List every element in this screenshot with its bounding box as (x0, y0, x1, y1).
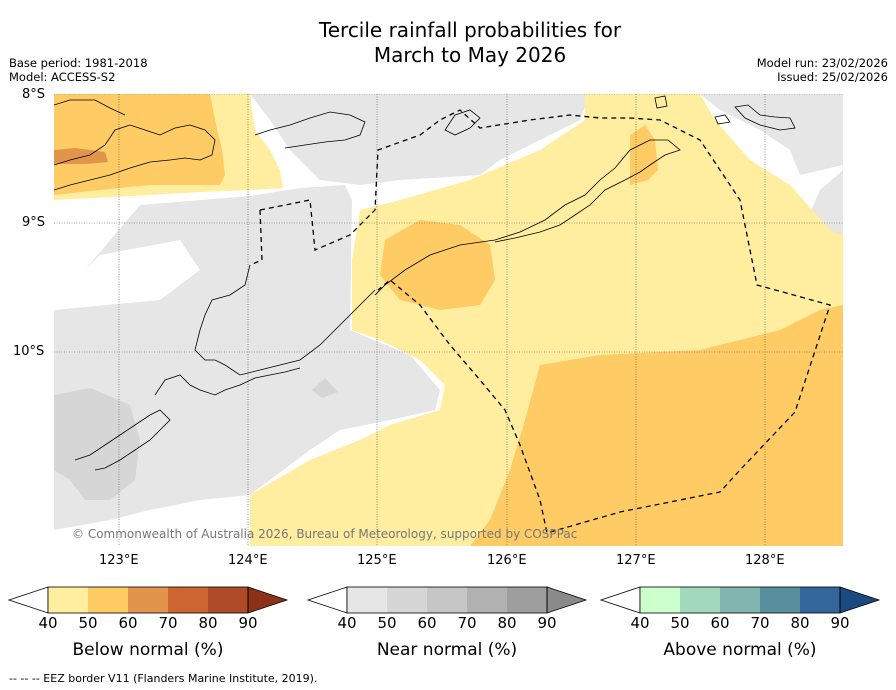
lon-label-124e: 124°E (228, 553, 268, 568)
cb-near-tick-60: 60 (417, 614, 437, 632)
colorbar-above-normal (599, 586, 881, 614)
meta-left: Base period: 1981-2018 Model: ACCESS-S2 (9, 56, 148, 84)
below-normal-50-60-blob (380, 220, 495, 310)
lat-label-10s: 10°S (13, 344, 45, 359)
cb-near-left-extend (306, 586, 348, 614)
sumba-coastline (154, 367, 301, 396)
coastlines (54, 95, 796, 471)
cb-near-tick-40: 40 (337, 614, 357, 632)
cb-near-segment-1 (387, 587, 427, 613)
cb-below-tick-80: 80 (198, 614, 218, 632)
cb-near-tick-80: 80 (497, 614, 517, 632)
cb-above-segment-1 (680, 587, 720, 613)
cb-near-frame (346, 586, 548, 614)
eez-border-west (249, 209, 263, 266)
cb-above-segment-4 (800, 587, 840, 613)
lon-label-123e: 123°E (99, 553, 139, 568)
small-island-ne-3 (714, 114, 731, 125)
base-period: Base period: 1981-2018 (9, 56, 148, 70)
cb-below-tick-70: 70 (158, 614, 178, 632)
cb-below-segment-1 (88, 587, 128, 613)
cb-above-segment-0 (640, 587, 680, 613)
model-run: Model run: 23/02/2026 (756, 56, 888, 70)
cb-near-segment-2 (427, 587, 467, 613)
north-coastline-2 (254, 111, 366, 149)
cb-near-tick-50: 50 (377, 614, 397, 632)
model-name: Model: ACCESS-S2 (9, 70, 116, 84)
cb-above-tick-50: 50 (670, 614, 690, 632)
cb-near-tick-90: 90 (537, 614, 557, 632)
lon-label-127e: 127°E (616, 553, 656, 568)
cb-below-title: Below normal (%) (72, 640, 224, 660)
colorbars-svg (7, 586, 881, 614)
cb-above-right-extend (839, 586, 881, 614)
cb-above-tick-90: 90 (830, 614, 850, 632)
cb-near-right-extend (546, 586, 588, 614)
near-normal-region-north (250, 94, 590, 185)
cb-near-segment-3 (467, 587, 507, 613)
cb-near-tick-70: 70 (457, 614, 477, 632)
cb-above-frame (639, 586, 841, 614)
cb-below-tick-60: 60 (118, 614, 138, 632)
cb-above-title: Above normal (%) (663, 640, 817, 660)
north-coastline-1 (54, 99, 126, 116)
small-island-ne-1 (654, 95, 668, 109)
grid (54, 94, 843, 546)
near-normal-region-west (54, 185, 440, 530)
cb-below-right-extend (247, 586, 289, 614)
southwest-island-coastline (74, 409, 171, 471)
cb-below-left-extend (7, 586, 49, 614)
colorbar-near-normal (306, 586, 588, 614)
cb-above-tick-40: 40 (630, 614, 650, 632)
eez-footer-note: -- -- -- EEZ border V11 (Flanders Marine… (9, 672, 318, 685)
cb-below-tick-40: 40 (38, 614, 58, 632)
wetar-coastline (444, 109, 481, 136)
below-normal-50-60-south (470, 305, 843, 546)
cb-near-segment-4 (507, 587, 547, 613)
northwest-island-coastline (54, 124, 216, 191)
cb-near-segment-0 (347, 587, 387, 613)
cb-below-frame (47, 586, 249, 614)
lon-label-125e: 125°E (357, 553, 397, 568)
lat-label-8s: 8°S (22, 87, 46, 102)
map-area (54, 94, 843, 546)
meta-right: Model run: 23/02/2026 Issued: 25/02/2026 (757, 56, 888, 84)
lon-label-126e: 126°E (487, 553, 527, 568)
cb-above-tick-70: 70 (750, 614, 770, 632)
cb-above-left-extend (599, 586, 641, 614)
below-normal-50-60-northwest (54, 94, 225, 195)
small-island-ne-2 (734, 104, 796, 131)
cb-above-segment-2 (720, 587, 760, 613)
cb-above-tick-80: 80 (790, 614, 810, 632)
title-line-1: Tercile rainfall probabilities for (318, 18, 622, 42)
near-normal-small-patch (312, 378, 338, 398)
timor-coastline (374, 139, 681, 296)
near-normal-region-darker (54, 388, 140, 500)
copyright-text: © Commonwealth of Australia 2026, Bureau… (72, 527, 578, 541)
title-line-2: March to May 2026 (373, 43, 567, 67)
cb-below-tick-90: 90 (238, 614, 258, 632)
colorbar-below-normal (7, 586, 289, 614)
cb-below-segment-2 (128, 587, 168, 613)
cb-above-segment-3 (760, 587, 800, 613)
cb-below-segment-4 (208, 587, 248, 613)
cb-near-title: Near normal (%) (376, 640, 518, 660)
cb-above-tick-60: 60 (710, 614, 730, 632)
eez-border (259, 109, 831, 534)
near-normal-region-east (700, 94, 843, 175)
cb-below-segment-3 (168, 587, 208, 613)
lat-label-9s: 9°S (22, 215, 46, 230)
map-title: Tercile rainfall probabilities for March… (0, 18, 896, 68)
flores-coastline (194, 264, 376, 376)
cb-below-segment-0 (48, 587, 88, 613)
issued-date: Issued: 25/02/2026 (777, 70, 888, 84)
lon-label-128e: 128°E (745, 553, 785, 568)
cb-below-tick-50: 50 (78, 614, 98, 632)
